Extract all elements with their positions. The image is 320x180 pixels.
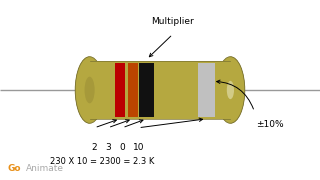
- Ellipse shape: [216, 57, 245, 123]
- Polygon shape: [75, 57, 245, 123]
- Text: 2: 2: [92, 143, 97, 152]
- Text: 0: 0: [119, 143, 125, 152]
- Bar: [115, 63, 125, 117]
- Bar: [139, 63, 154, 117]
- Text: Animate: Animate: [26, 164, 64, 173]
- Ellipse shape: [75, 57, 104, 123]
- Bar: [90, 61, 230, 119]
- Text: ±10%: ±10%: [256, 120, 284, 129]
- Bar: [128, 63, 138, 117]
- Bar: [90, 61, 230, 119]
- Ellipse shape: [227, 81, 234, 99]
- Text: Go: Go: [8, 164, 21, 173]
- Text: 3: 3: [105, 143, 111, 152]
- Text: 230 X 10 = 2300 = 2.3 K: 230 X 10 = 2300 = 2.3 K: [50, 158, 155, 166]
- Text: 10: 10: [132, 143, 144, 152]
- Text: Multiplier: Multiplier: [151, 17, 194, 26]
- Bar: [198, 63, 215, 117]
- Ellipse shape: [84, 77, 95, 103]
